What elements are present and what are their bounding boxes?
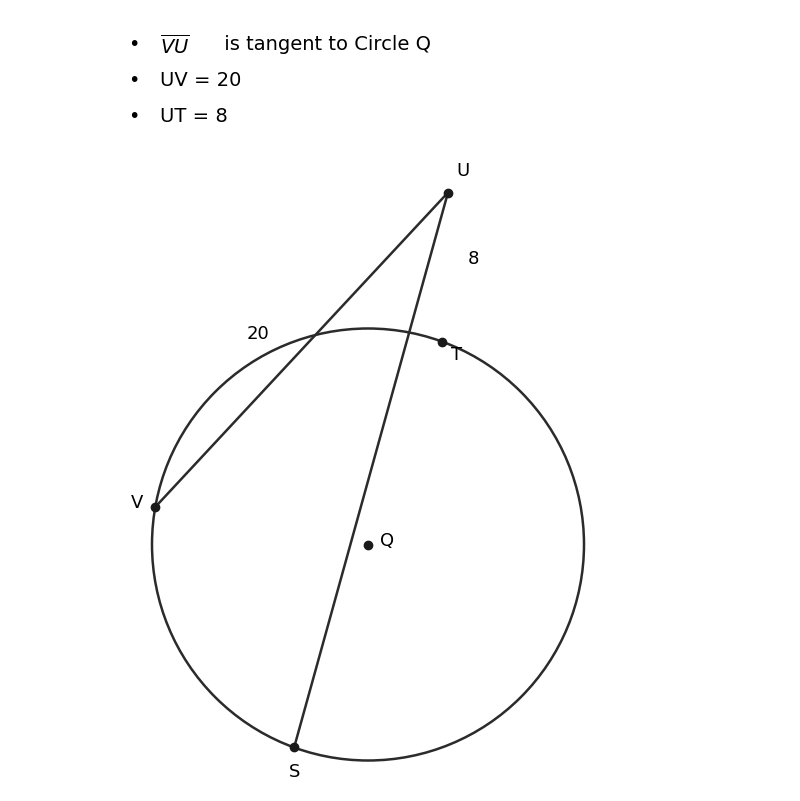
Text: •: • (128, 70, 139, 90)
Text: S: S (289, 763, 300, 782)
Text: U: U (456, 163, 470, 180)
Text: is tangent to Circle Q: is tangent to Circle Q (218, 34, 430, 54)
Text: UV = 20: UV = 20 (160, 70, 242, 90)
Text: Q: Q (380, 532, 394, 549)
Text: V: V (131, 494, 143, 512)
Text: •: • (128, 107, 139, 126)
Text: •: • (128, 34, 139, 54)
Text: 20: 20 (246, 324, 269, 343)
Text: 8: 8 (467, 250, 478, 268)
Text: $\overline{VU}$: $\overline{VU}$ (160, 34, 190, 58)
Text: UT = 8: UT = 8 (160, 107, 228, 126)
Text: T: T (451, 345, 462, 364)
